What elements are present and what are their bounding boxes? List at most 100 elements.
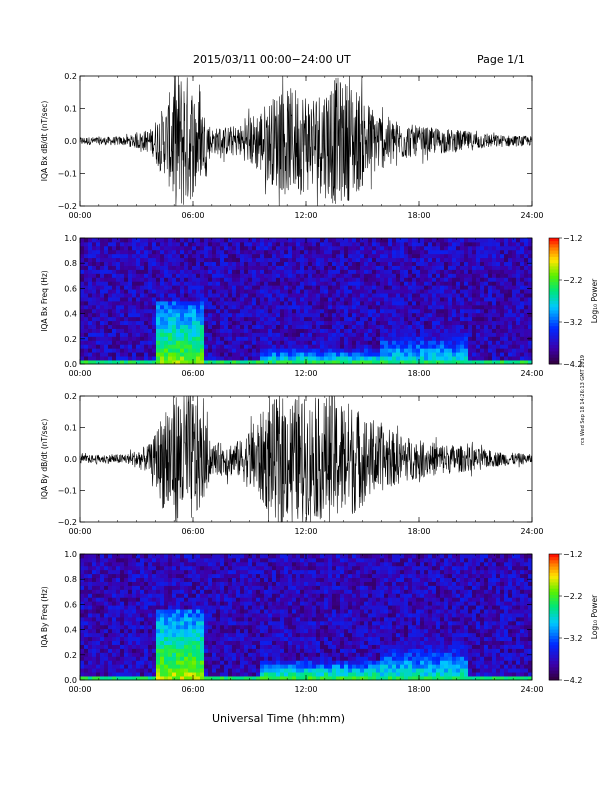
spectrogram-cell — [124, 281, 129, 286]
spectrogram-cell — [516, 328, 521, 333]
spectrogram-cell — [320, 344, 325, 349]
spectrogram-cell — [312, 293, 317, 298]
spectrogram-cell — [340, 360, 345, 365]
spectrogram-cell — [512, 273, 517, 278]
spectrogram-cell — [136, 352, 141, 357]
spectrogram-cell — [288, 332, 293, 337]
spectrogram-cell — [368, 285, 373, 290]
spectrogram-cell — [156, 332, 161, 337]
spectrogram-cell — [156, 316, 161, 322]
spectrogram-cell — [84, 238, 89, 243]
spectrogram-cell — [296, 352, 301, 357]
spectrogram-cell — [136, 289, 141, 294]
spectrogram-cell — [196, 308, 201, 314]
spectrogram-cell — [400, 285, 405, 290]
spectrogram-cell — [460, 265, 465, 270]
spectrogram-cell — [324, 356, 329, 361]
spectrogram-cell — [396, 285, 401, 290]
spectrogram-cell — [208, 581, 213, 586]
spectrogram-cell — [492, 316, 497, 322]
spectrogram-cell — [228, 356, 233, 361]
spectrogram-cell — [388, 245, 393, 251]
spectrogram-cell — [104, 269, 109, 274]
spectrogram-cell — [264, 269, 269, 274]
spectrogram-cell — [168, 620, 173, 626]
spectrogram-cell — [368, 289, 373, 294]
spectrogram-cell — [528, 297, 533, 302]
spectrogram-cell — [128, 585, 133, 590]
spectrogram-cell — [200, 632, 205, 638]
spectrogram-cell — [108, 668, 113, 673]
spectrogram-cell — [92, 644, 97, 649]
spectrogram-cell — [260, 293, 265, 298]
spectrogram-cell — [256, 293, 261, 298]
spectrogram-cell — [520, 348, 525, 353]
spectrogram-cell — [184, 312, 189, 318]
spectrogram-cell — [80, 293, 85, 298]
spectrogram-cell — [452, 273, 457, 278]
spectrogram-cell — [484, 277, 489, 282]
spectrogram-cell — [112, 340, 117, 345]
spectrogram-cell — [168, 676, 173, 681]
spectrogram-cell — [164, 664, 169, 669]
spectrogram-cell — [156, 573, 161, 579]
spectrogram-cell — [196, 636, 201, 642]
spectrogram-cell — [112, 613, 117, 618]
spectrogram-cell — [152, 289, 157, 294]
spectrogram-cell — [444, 312, 449, 318]
spectrogram-cell — [96, 565, 101, 571]
spectrogram-cell — [184, 257, 189, 263]
spectrogram-cell — [356, 245, 361, 251]
spectrogram-cell — [464, 238, 469, 243]
spectrogram-cell — [380, 285, 385, 290]
spectrogram-cell — [120, 360, 125, 365]
spectrogram-cell — [92, 648, 97, 653]
spectrogram-cell — [164, 281, 169, 286]
spectrogram-cell — [400, 241, 405, 247]
spectrogram-cell — [340, 308, 345, 314]
spectrogram-cell — [184, 668, 189, 673]
spectrogram-cell — [388, 281, 393, 286]
spectrogram-cell — [104, 569, 109, 575]
spectrogram-cell — [460, 245, 465, 251]
spectrogram-cell — [396, 344, 401, 349]
spectrogram-cell — [384, 340, 389, 345]
colorbar-step — [549, 301, 559, 305]
spectrogram-cell — [112, 628, 117, 634]
spectrogram-cell — [312, 308, 317, 314]
spectrogram-cell — [104, 644, 109, 649]
spectrogram-cell — [336, 277, 341, 282]
spectrogram-cell — [104, 609, 109, 614]
spectrogram-cell — [140, 273, 145, 278]
spectrogram-cell — [228, 257, 233, 263]
spectrogram-cell — [328, 269, 333, 274]
spectrogram-cell — [504, 360, 509, 365]
spectrogram-cell — [148, 348, 153, 353]
spectrogram-cell — [244, 249, 249, 255]
spectrogram-cell — [228, 312, 233, 318]
spectrogram-cell — [480, 328, 485, 333]
spectrogram-cell — [248, 265, 253, 270]
spectrogram-cell — [240, 257, 245, 263]
spectrogram-cell — [80, 573, 85, 579]
spectrogram-cell — [528, 320, 533, 326]
spectrogram-cell — [332, 344, 337, 349]
spectrogram-cell — [236, 297, 241, 302]
spectrogram-cell — [212, 676, 217, 681]
spectrogram-cell — [400, 269, 405, 274]
spectrogram-cell — [168, 301, 173, 306]
spectrogram-cell — [232, 316, 237, 322]
spectrogram-cell — [272, 336, 277, 341]
spectrogram-cell — [148, 585, 153, 590]
spectrogram-cell — [136, 672, 141, 677]
spectrogram-cell — [288, 289, 293, 294]
spectrogram-cell — [508, 360, 513, 365]
spectrogram-cell — [124, 648, 129, 653]
spectrogram-cell — [84, 668, 89, 673]
spectrogram-cell — [196, 573, 201, 579]
spectrogram-cell — [156, 312, 161, 318]
spectrogram-cell — [400, 265, 405, 270]
spectrogram-cell — [84, 620, 89, 626]
spectrogram-cell — [528, 245, 533, 251]
spectrogram-cell — [356, 297, 361, 302]
